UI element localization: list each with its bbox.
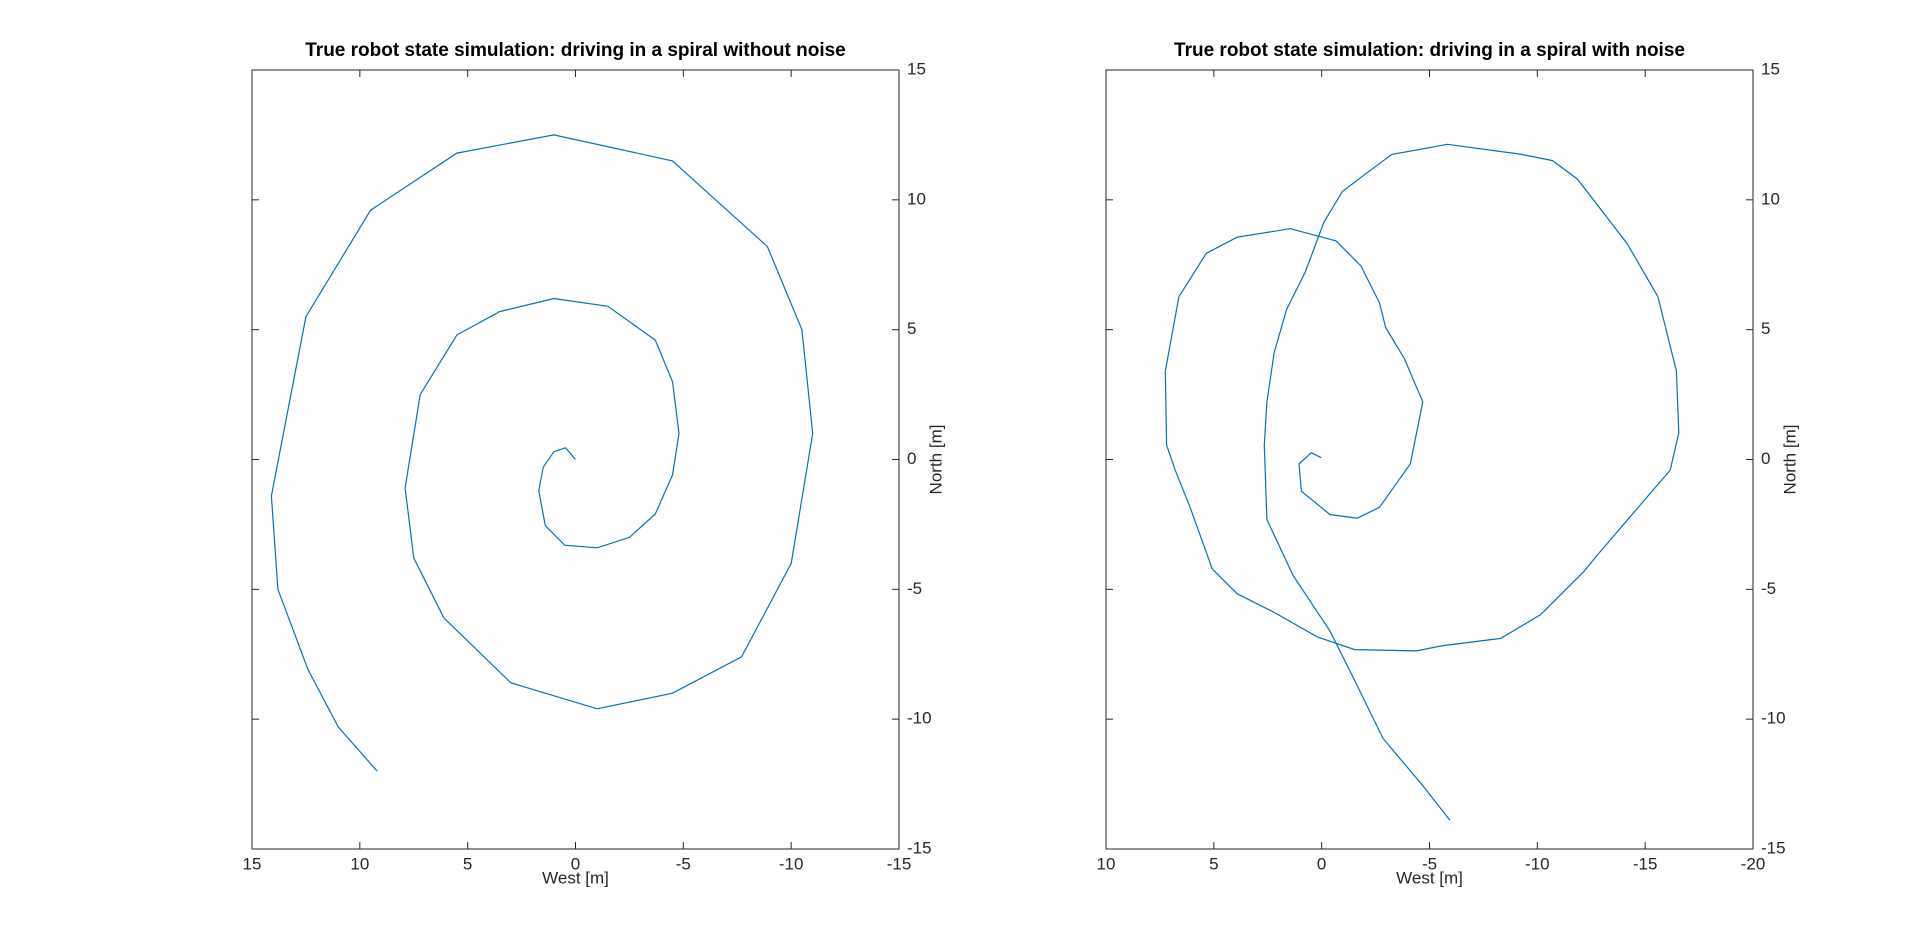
y-tick-label: 5 xyxy=(1761,319,1770,338)
x-tick-label: 15 xyxy=(243,854,262,873)
y-tick-label: -15 xyxy=(1761,838,1786,857)
y-tick-label: 10 xyxy=(907,189,926,208)
y-tick-label: -15 xyxy=(907,838,932,857)
x-tick-label: 10 xyxy=(350,854,369,873)
y-tick-label: 10 xyxy=(1761,189,1780,208)
data-line xyxy=(1164,143,1680,821)
y-tick-label: 0 xyxy=(1761,449,1770,468)
x-tick-label: -10 xyxy=(779,854,804,873)
x-axis-label: West [m] xyxy=(542,868,609,887)
x-tick-label: -15 xyxy=(1633,854,1658,873)
y-tick-label: -10 xyxy=(907,709,932,728)
x-tick-label: -5 xyxy=(1422,854,1437,873)
y-tick-label: 15 xyxy=(907,59,926,78)
x-tick-label: 5 xyxy=(463,854,472,873)
y-axis-label: North [m] xyxy=(926,425,945,495)
x-tick-label: -5 xyxy=(676,854,691,873)
x-tick-label: 10 xyxy=(1097,854,1116,873)
x-tick-label: -15 xyxy=(887,854,912,873)
data-line xyxy=(270,134,814,772)
chart-title: True robot state simulation: driving in … xyxy=(305,40,846,61)
x-tick-label: 0 xyxy=(571,854,580,873)
chart-title: True robot state simulation: driving in … xyxy=(1174,40,1685,61)
plot-box xyxy=(1105,69,1754,850)
x-tick-label: -20 xyxy=(1741,854,1766,873)
y-tick-label: 15 xyxy=(1761,59,1780,78)
y-tick-label: 0 xyxy=(907,449,916,468)
x-tick-label: 5 xyxy=(1209,854,1218,873)
y-tick-label: -5 xyxy=(1761,579,1776,598)
y-tick-label: 5 xyxy=(907,319,916,338)
y-tick-label: -5 xyxy=(907,579,922,598)
x-axis-label: West [m] xyxy=(1396,868,1463,887)
y-tick-label: -10 xyxy=(1761,709,1786,728)
x-tick-label: -10 xyxy=(1525,854,1550,873)
x-tick-label: 0 xyxy=(1317,854,1326,873)
y-axis-label: North [m] xyxy=(1780,425,1799,495)
